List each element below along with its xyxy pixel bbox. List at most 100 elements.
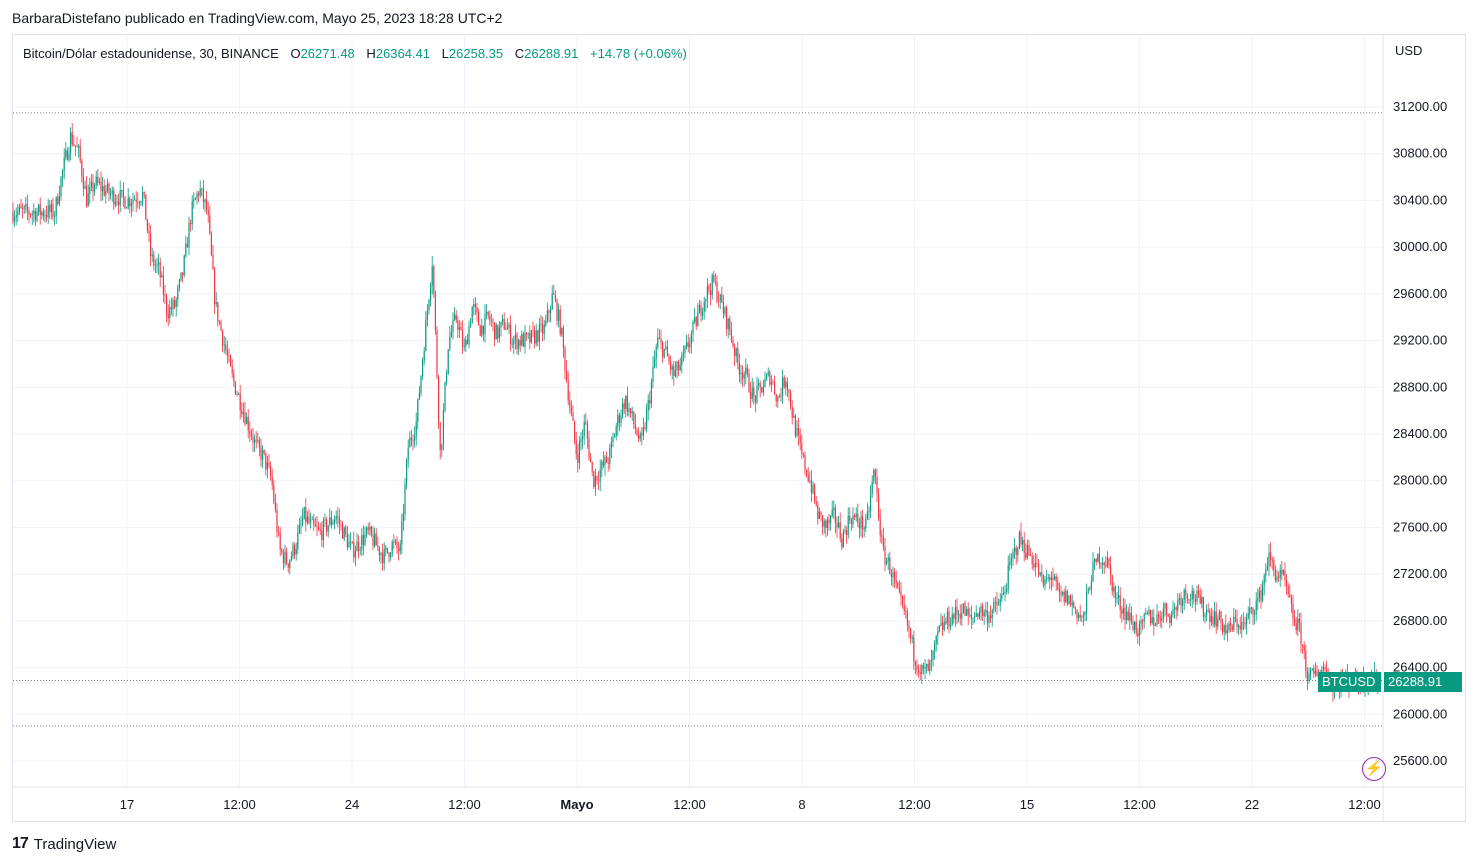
candle-body [822, 514, 824, 527]
time-tick-label: 12:00 [223, 797, 256, 812]
candle-body [1274, 569, 1276, 581]
candle-body [1033, 564, 1035, 568]
candle-body [1081, 616, 1083, 618]
candle-body [878, 493, 880, 518]
candle-body [841, 538, 843, 548]
candle-body [94, 185, 96, 192]
candle-body [274, 501, 276, 510]
legend-symbol: Bitcoin/Dólar estadounidense, 30, BINANC… [23, 46, 279, 61]
candle-body [913, 637, 915, 661]
price-tick-label: 30400.00 [1393, 192, 1447, 207]
candle-body [543, 325, 545, 334]
candle-body [23, 206, 25, 209]
candle-body [418, 393, 420, 400]
candle-body [697, 312, 699, 327]
candle-body [542, 323, 544, 334]
candle-body [74, 145, 76, 147]
lightning-bolt-icon[interactable]: ⚡ [1362, 757, 1386, 781]
candle-body [98, 182, 100, 183]
candle-body [793, 415, 795, 418]
legend-open-label: O [290, 46, 301, 61]
candle-body [297, 532, 299, 549]
footer-brand[interactable]: 17 TradingView [12, 835, 116, 853]
candle-body [177, 288, 179, 300]
candle-body [364, 534, 366, 545]
candle-body [306, 516, 308, 523]
candle-body [812, 484, 814, 493]
candle-body [596, 476, 598, 481]
candle-body [1132, 622, 1134, 630]
candle-body [209, 215, 211, 233]
candle-body [999, 599, 1001, 605]
candle-body [852, 515, 854, 525]
candle-body [143, 192, 145, 195]
candle-body [980, 606, 982, 613]
candle-body [404, 484, 406, 514]
candle-body [164, 295, 166, 296]
candle-body [201, 188, 203, 190]
candle-body [462, 330, 464, 347]
candle-body [945, 621, 947, 624]
price-tick-label: 29200.00 [1393, 333, 1447, 348]
candle-body [758, 383, 760, 386]
candle-body [508, 324, 510, 328]
candle-body [847, 515, 849, 535]
candle-body [1226, 630, 1228, 634]
candle-body [577, 454, 579, 463]
candle-body [178, 280, 180, 289]
candle-body [578, 441, 580, 463]
candle-body [218, 321, 220, 323]
candle-body [1242, 622, 1244, 623]
candle-body [766, 375, 768, 379]
reference-lines [13, 112, 1382, 727]
candle-body [903, 603, 905, 612]
candle-body [108, 183, 110, 195]
candle-body [673, 366, 675, 376]
candle-body [1215, 611, 1217, 627]
legend-high-value: 26364.41 [375, 46, 431, 61]
candle-body [311, 519, 313, 521]
candle-body [815, 500, 817, 505]
candle-body [737, 348, 739, 363]
candle-body [295, 548, 297, 555]
candle-body [492, 321, 494, 323]
candle-body [1302, 644, 1304, 646]
candle-body [102, 186, 104, 191]
candle-body [121, 189, 123, 191]
candle-body [1239, 625, 1241, 630]
candle-body [14, 217, 16, 222]
candle-body [156, 264, 158, 266]
candle-body [289, 560, 291, 568]
candle-body [817, 504, 819, 519]
candle-body [646, 410, 648, 429]
candle-body [566, 370, 568, 381]
price-tick-label: 28400.00 [1393, 426, 1447, 441]
candle-body [1036, 562, 1038, 564]
candle-body [722, 302, 724, 314]
candle-body [58, 195, 60, 205]
candle-body [100, 182, 102, 191]
candle-body [967, 608, 969, 616]
candle-body [249, 430, 251, 434]
candle-body [734, 346, 736, 356]
candle-body [1146, 613, 1148, 614]
candle-body [510, 324, 512, 345]
candle-body [606, 456, 608, 463]
candle-body [1175, 607, 1177, 611]
legend-low-value: 26258.35 [448, 46, 504, 61]
currency-label[interactable]: USD [1395, 43, 1423, 58]
candle-body [1268, 552, 1270, 566]
candle-body [1154, 624, 1156, 626]
candle-body [282, 552, 284, 564]
candle-body [634, 423, 636, 430]
candle-body [190, 222, 192, 225]
candle-body [857, 513, 859, 524]
candle-body [1300, 623, 1302, 645]
candle-body [679, 365, 681, 371]
candle-body [1082, 614, 1084, 617]
candle-body [428, 299, 430, 311]
candle-body [1295, 622, 1297, 631]
candle-body [1174, 607, 1176, 609]
candle-body [858, 523, 860, 529]
